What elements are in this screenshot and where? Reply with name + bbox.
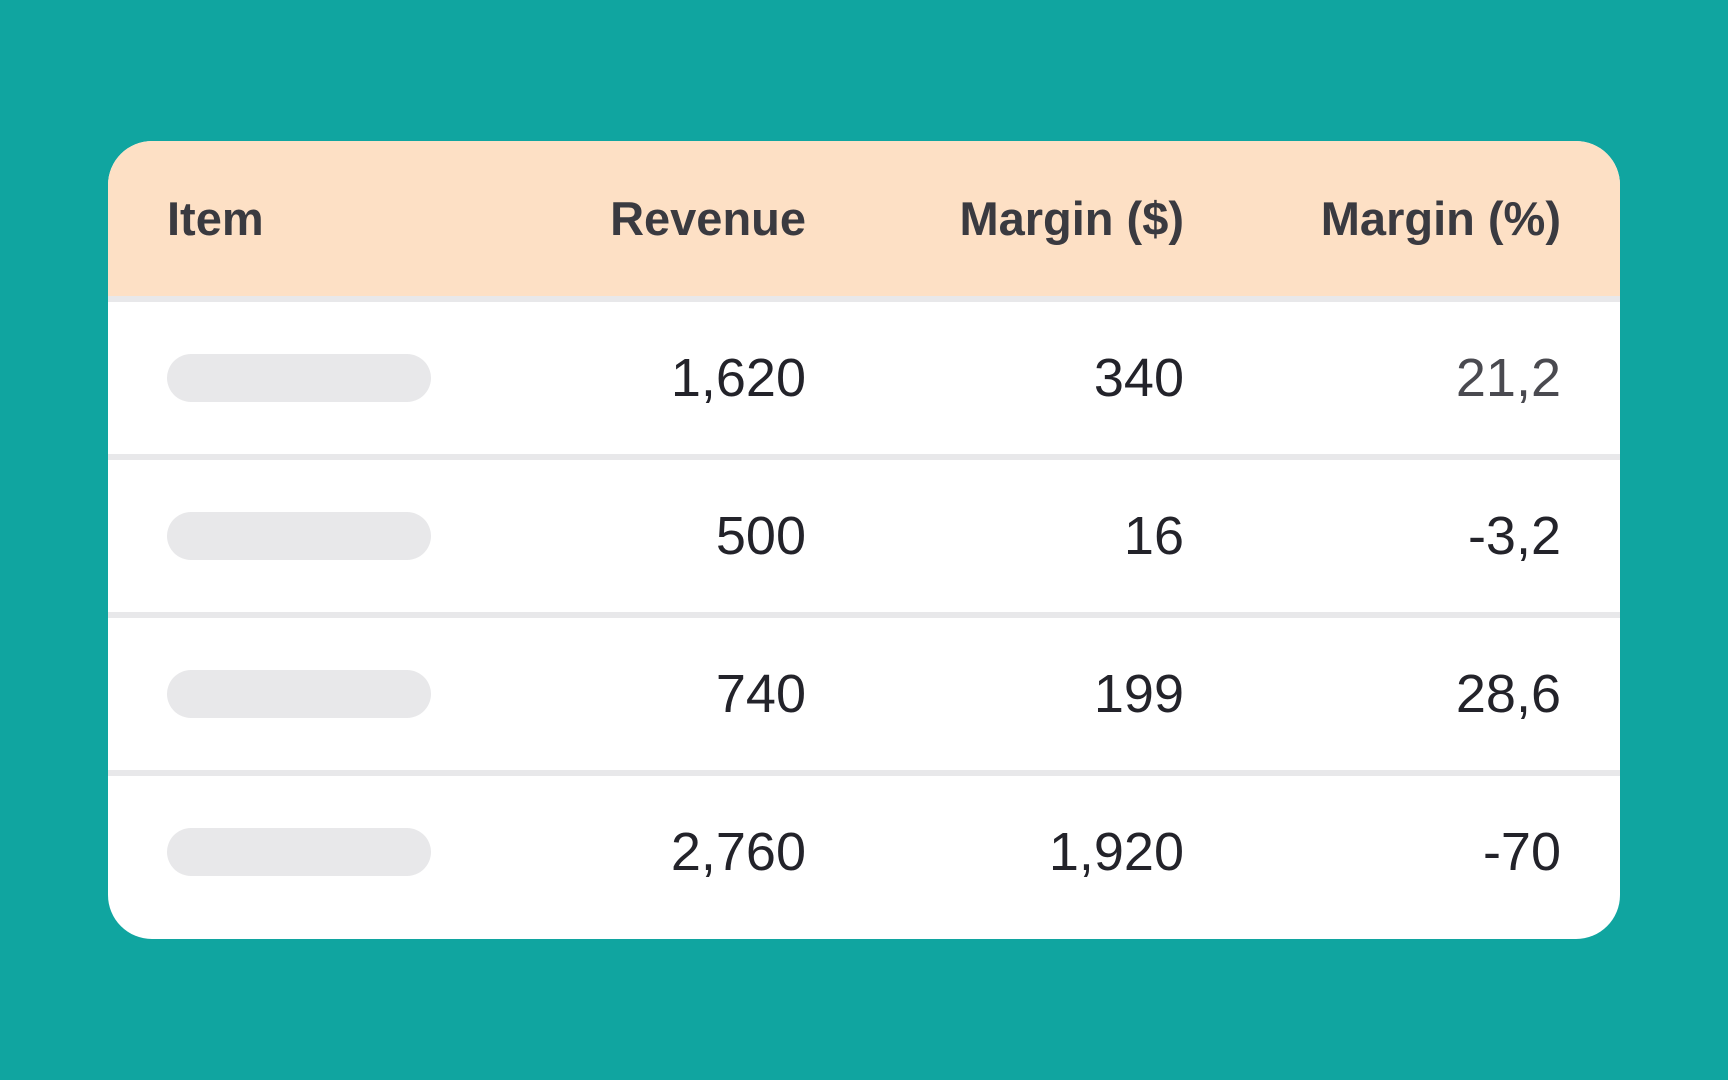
item-placeholder-cell [167, 618, 431, 770]
table-row: 500 16 -3,2 [108, 454, 1620, 612]
item-placeholder-bar [167, 354, 431, 402]
column-header-revenue: Revenue [610, 192, 806, 245]
margin-dollar-cell: 1,920 [1048, 822, 1184, 882]
revenue-cell: 500 [715, 506, 806, 566]
revenue-cell: 1,620 [670, 348, 806, 408]
item-placeholder-bar [167, 512, 431, 560]
item-placeholder-bar [167, 828, 431, 876]
margin-percent-cell: 21,2 [1455, 348, 1561, 408]
margin-percent-cell: 28,6 [1455, 664, 1561, 724]
column-header-item: Item [167, 192, 264, 245]
margin-dollar-cell: 340 [1093, 348, 1184, 408]
revenue-cell: 2,760 [670, 822, 806, 882]
revenue-cell: 740 [715, 664, 806, 724]
item-placeholder-cell [167, 776, 431, 928]
table-row: 1,620 340 21,2 [108, 296, 1620, 454]
table-row: 740 199 28,6 [108, 612, 1620, 770]
margin-percent-cell: -3,2 [1467, 506, 1561, 566]
data-table: Item Revenue Margin ($) Margin (%) 1,620… [108, 141, 1620, 939]
column-header-margin-dollar: Margin ($) [959, 192, 1184, 245]
column-header-margin-percent: Margin (%) [1320, 192, 1561, 245]
margin-dollar-cell: 199 [1093, 664, 1184, 724]
item-placeholder-bar [167, 670, 431, 718]
item-placeholder-cell [167, 460, 431, 612]
margin-dollar-cell: 16 [1123, 506, 1184, 566]
margin-percent-cell: -70 [1482, 822, 1561, 882]
table-header: Item Revenue Margin ($) Margin (%) [108, 141, 1620, 296]
item-placeholder-cell [167, 302, 431, 454]
table-row: 2,760 1,920 -70 [108, 770, 1620, 928]
